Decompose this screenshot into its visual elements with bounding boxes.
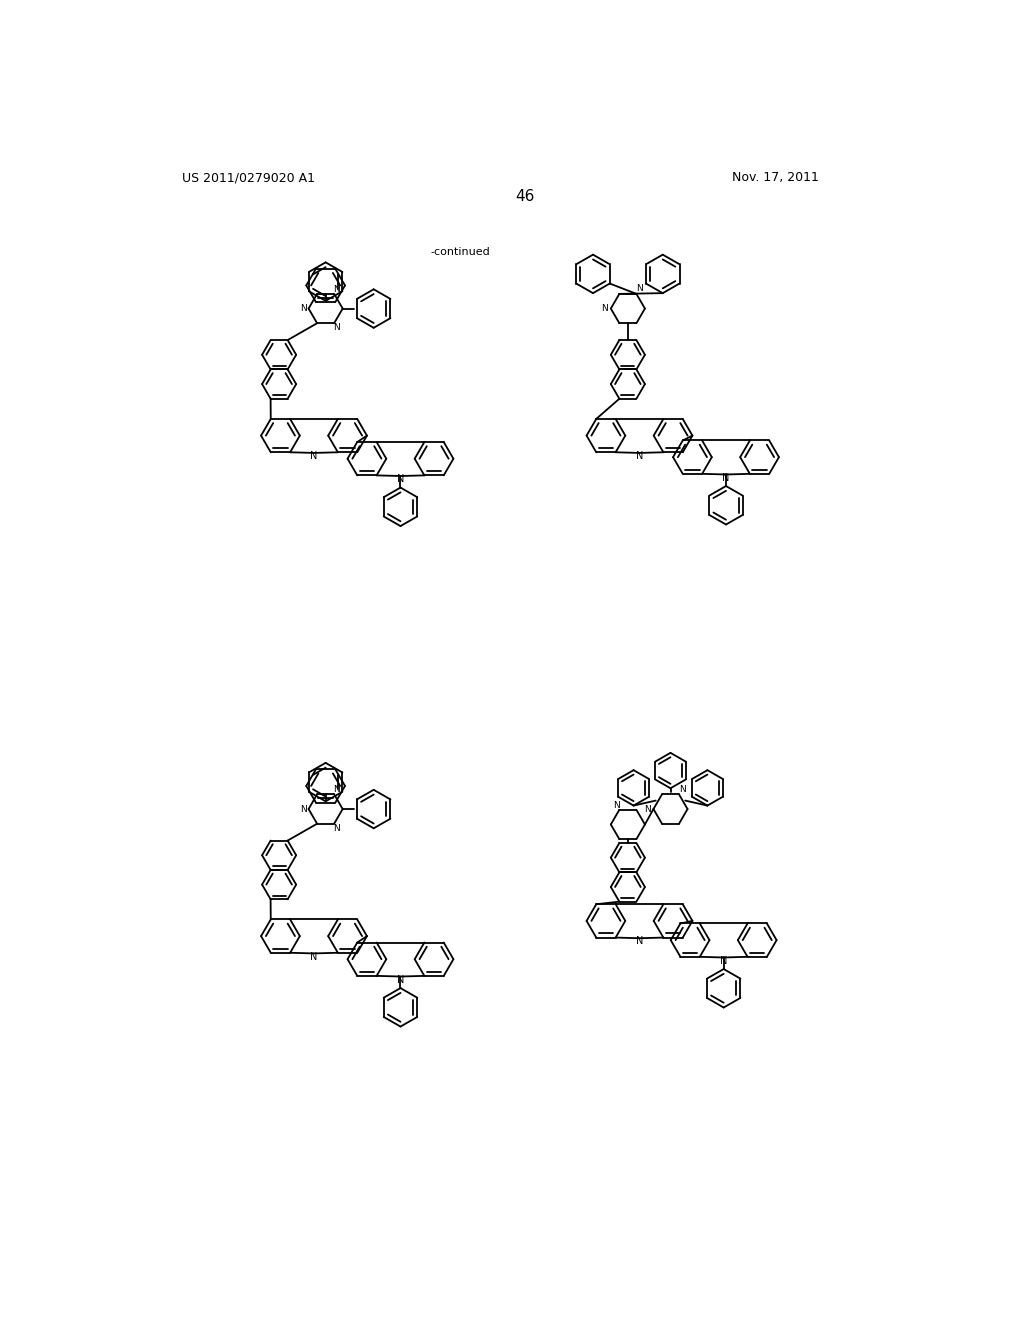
Text: N: N [334, 785, 340, 795]
Text: N: N [334, 323, 340, 333]
Text: N: N [613, 801, 621, 810]
Text: N: N [679, 785, 685, 793]
Text: N: N [636, 284, 643, 293]
Text: N: N [720, 956, 727, 965]
Text: N: N [334, 824, 340, 833]
Text: N: N [310, 451, 317, 461]
Text: N: N [644, 805, 651, 813]
Text: N: N [397, 974, 404, 985]
Text: Nov. 17, 2011: Nov. 17, 2011 [732, 172, 819, 185]
Text: N: N [397, 474, 404, 484]
Text: N: N [300, 805, 307, 813]
Text: N: N [334, 285, 340, 294]
Text: N: N [310, 952, 317, 961]
Text: N: N [636, 936, 643, 946]
Text: 46: 46 [515, 189, 535, 205]
Text: N: N [636, 451, 643, 461]
Text: N: N [601, 304, 608, 313]
Text: N: N [722, 473, 730, 483]
Text: N: N [300, 304, 307, 313]
Text: -continued: -continued [430, 247, 490, 257]
Text: US 2011/0279020 A1: US 2011/0279020 A1 [182, 172, 315, 185]
